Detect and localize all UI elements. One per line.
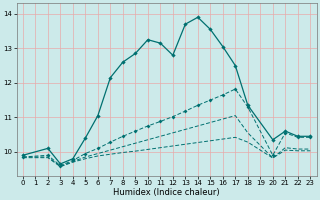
X-axis label: Humidex (Indice chaleur): Humidex (Indice chaleur) xyxy=(113,188,220,197)
